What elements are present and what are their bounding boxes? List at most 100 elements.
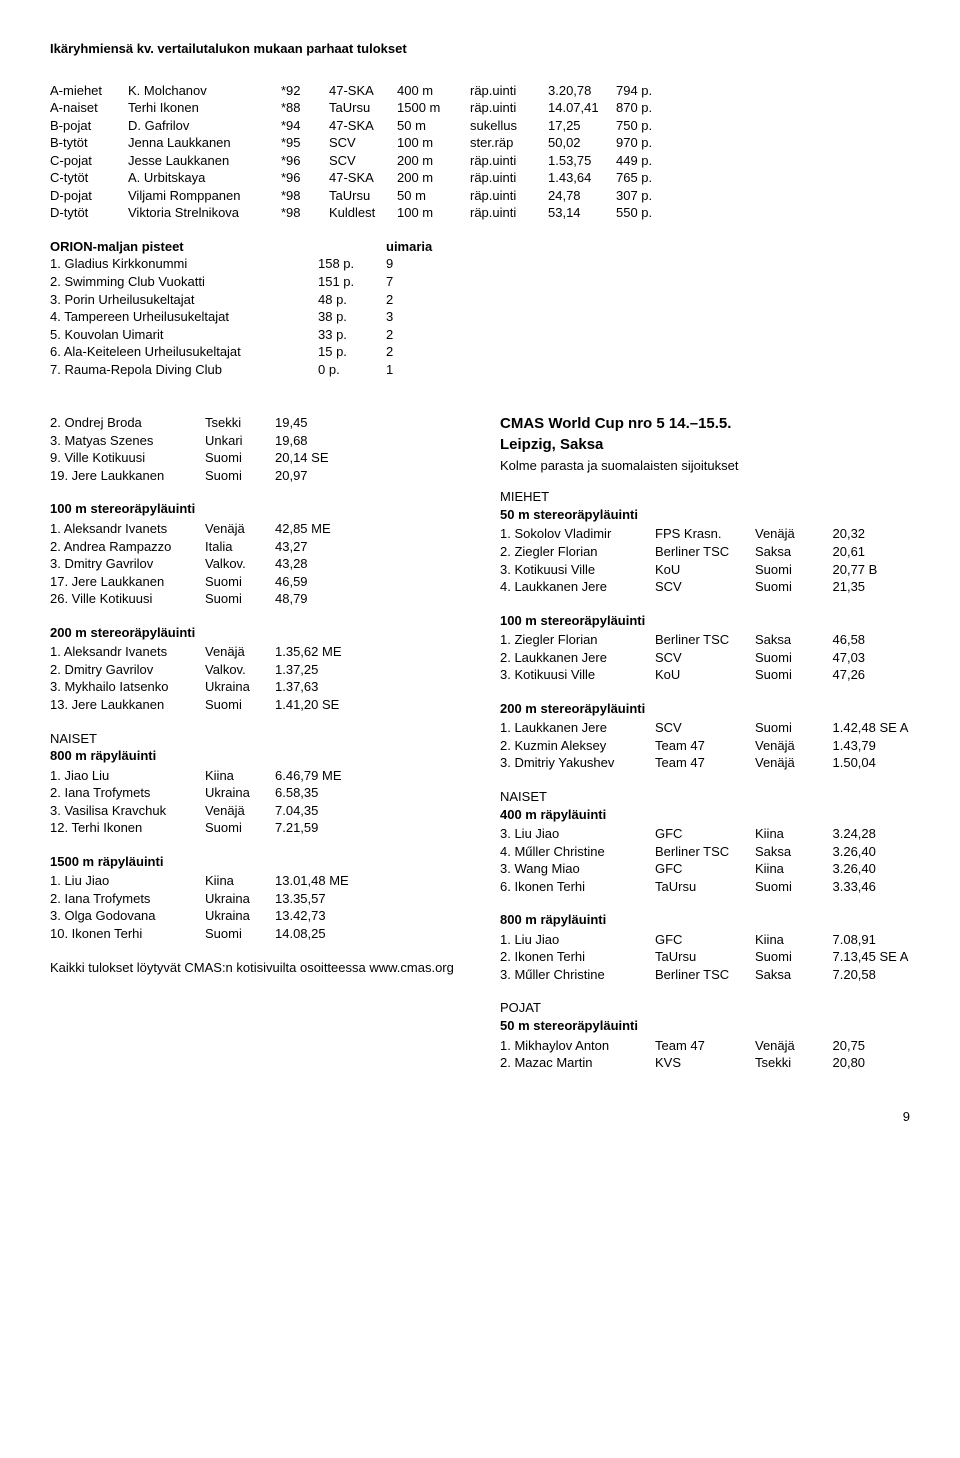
result-row: 4. Műller ChristineBerliner TSCSaksa3.26…: [500, 843, 910, 861]
cell: Venäjä: [755, 754, 833, 772]
cell: 200 m: [397, 152, 470, 170]
orion-swimmers: uimaria: [386, 238, 440, 256]
event-title: 1500 m räpyläuinti: [50, 853, 460, 871]
cell: FPS Krasn.: [655, 525, 755, 543]
cell: 2. Iana Trofymets: [50, 890, 205, 908]
cell: *95: [281, 134, 329, 152]
cell: GFC: [655, 860, 755, 878]
cell: Venäjä: [205, 802, 275, 820]
cell: 7.13,45 SE A: [833, 948, 911, 966]
cell: Kiina: [205, 767, 275, 785]
cell: Suomi: [755, 719, 833, 737]
cell: 33 p.: [318, 326, 386, 344]
cell: Tsekki: [205, 414, 275, 432]
cell: K. Molchanov: [128, 82, 281, 100]
cell: 26. Ville Kotikuusi: [50, 590, 205, 608]
cell: 3. Porin Urheilusukeltajat: [50, 291, 318, 309]
result-row: 9. Ville KotikuusiSuomi20,14 SE: [50, 449, 460, 467]
cell: 9: [386, 255, 424, 273]
cell: 3. Vasilisa Kravchuk: [50, 802, 205, 820]
cell: 1.37,63: [275, 678, 460, 696]
cell: 750 p.: [616, 117, 674, 135]
cell: 1.35,62 ME: [275, 643, 460, 661]
cell: Suomi: [755, 561, 833, 579]
cell: 3.24,28: [833, 825, 911, 843]
cell: Saksa: [755, 966, 833, 984]
cell: 1. Gladius Kirkkonummi: [50, 255, 318, 273]
table-row: D-tytötViktoria Strelnikova*98Kuldlest10…: [50, 204, 674, 222]
cell: Team 47: [655, 754, 755, 772]
table-row: 6. Ala-Keiteleen Urheilusukeltajat15 p.2: [50, 343, 424, 361]
cell: Venäjä: [755, 737, 833, 755]
cell: Saksa: [755, 631, 833, 649]
cell: B-pojat: [50, 117, 128, 135]
cell: Suomi: [205, 819, 275, 837]
orion-rows: 1. Gladius Kirkkonummi158 p.92. Swimming…: [50, 255, 424, 378]
cell: 1.41,20 SE: [275, 696, 460, 714]
cell: 19,45: [275, 414, 460, 432]
cell: Berliner TSC: [655, 966, 755, 984]
cell: ster.räp: [470, 134, 548, 152]
cell: 3. Kotikuusi Ville: [500, 666, 655, 684]
cell: 2. Kuzmin Aleksey: [500, 737, 655, 755]
cell: 794 p.: [616, 82, 674, 100]
cell: Suomi: [755, 578, 833, 596]
orion-table: ORION-maljan pisteet uimaria: [50, 238, 440, 256]
best-results-table: A-miehetK. Molchanov*9247-SKA400 mräp.ui…: [50, 82, 674, 222]
cell: 1.42,48 SE A: [833, 719, 911, 737]
result-row: 1. Sokolov VladimirFPS Krasn.Venäjä20,32: [500, 525, 910, 543]
cell: räp.uinti: [470, 169, 548, 187]
cell: Venäjä: [755, 1037, 833, 1055]
cell: 47-SKA: [329, 82, 397, 100]
table-row: 5. Kouvolan Uimarit33 p.2: [50, 326, 424, 344]
cell: 4. Laukkanen Jere: [500, 578, 655, 596]
cell: 3. Dmitry Gavrilov: [50, 555, 205, 573]
result-row: 1. Liu JiaoGFCKiina7.08,91: [500, 931, 910, 949]
table-row: C-pojatJesse Laukkanen*96SCV200 mräp.uin…: [50, 152, 674, 170]
cell: *88: [281, 99, 329, 117]
cell: Terhi Ikonen: [128, 99, 281, 117]
result-row: 26. Ville KotikuusiSuomi48,79: [50, 590, 460, 608]
cell: Viktoria Strelnikova: [128, 204, 281, 222]
cell: 10. Ikonen Terhi: [50, 925, 205, 943]
cell: TaUrsu: [329, 99, 397, 117]
cell: Ukraina: [205, 907, 275, 925]
cell: Berliner TSC: [655, 631, 755, 649]
result-row: 2. Dmitry GavrilovValkov.1.37,25: [50, 661, 460, 679]
page-title: Ikäryhmiensä kv. vertailutalukon mukaan …: [50, 40, 910, 58]
cell: 1. Liu Jiao: [50, 872, 205, 890]
table-row: 3. Porin Urheilusukeltajat48 p.2: [50, 291, 424, 309]
cell: 1. Aleksandr Ivanets: [50, 520, 205, 538]
right-column: CMAS World Cup nro 5 14.–15.5. Leipzig, …: [500, 414, 910, 1087]
cell: räp.uinti: [470, 204, 548, 222]
cell: SCV: [655, 649, 755, 667]
result-row: 2. Andrea RampazzoItalia43,27: [50, 538, 460, 556]
cell: 1. Liu Jiao: [500, 931, 655, 949]
cell: Saksa: [755, 543, 833, 561]
cell: 1.37,25: [275, 661, 460, 679]
cell: SCV: [329, 152, 397, 170]
result-row: 4. Laukkanen JereSCVSuomi21,35: [500, 578, 910, 596]
naiset-label-r: NAISET: [500, 788, 910, 806]
result-row: 1. Aleksandr IvanetsVenäjä1.35,62 ME: [50, 643, 460, 661]
result-row: 6. Ikonen TerhiTaUrsuSuomi3.33,46: [500, 878, 910, 896]
result-row: 2. Mazac MartinKVSTsekki20,80: [500, 1054, 910, 1072]
cell: 1. Mikhaylov Anton: [500, 1037, 655, 1055]
wc-title-1: CMAS World Cup nro 5 14.–15.5.: [500, 414, 910, 434]
cell: GFC: [655, 931, 755, 949]
event-title: 200 m stereoräpyläuinti: [50, 624, 460, 642]
cell: 3.26,40: [833, 843, 911, 861]
cell: 7: [386, 273, 424, 291]
cell: 3. Mykhailo Iatsenko: [50, 678, 205, 696]
result-row: 1. Jiao LiuKiina6.46,79 ME: [50, 767, 460, 785]
cell: 19,68: [275, 432, 460, 450]
table-row: 7. Rauma-Repola Diving Club0 p.1: [50, 361, 424, 379]
cell: 970 p.: [616, 134, 674, 152]
cell: räp.uinti: [470, 82, 548, 100]
cell: Saksa: [755, 843, 833, 861]
cell: Italia: [205, 538, 275, 556]
cell: 19. Jere Laukkanen: [50, 467, 205, 485]
cell: D. Gafrilov: [128, 117, 281, 135]
cell: Suomi: [205, 925, 275, 943]
cell: 20,77 B: [833, 561, 911, 579]
